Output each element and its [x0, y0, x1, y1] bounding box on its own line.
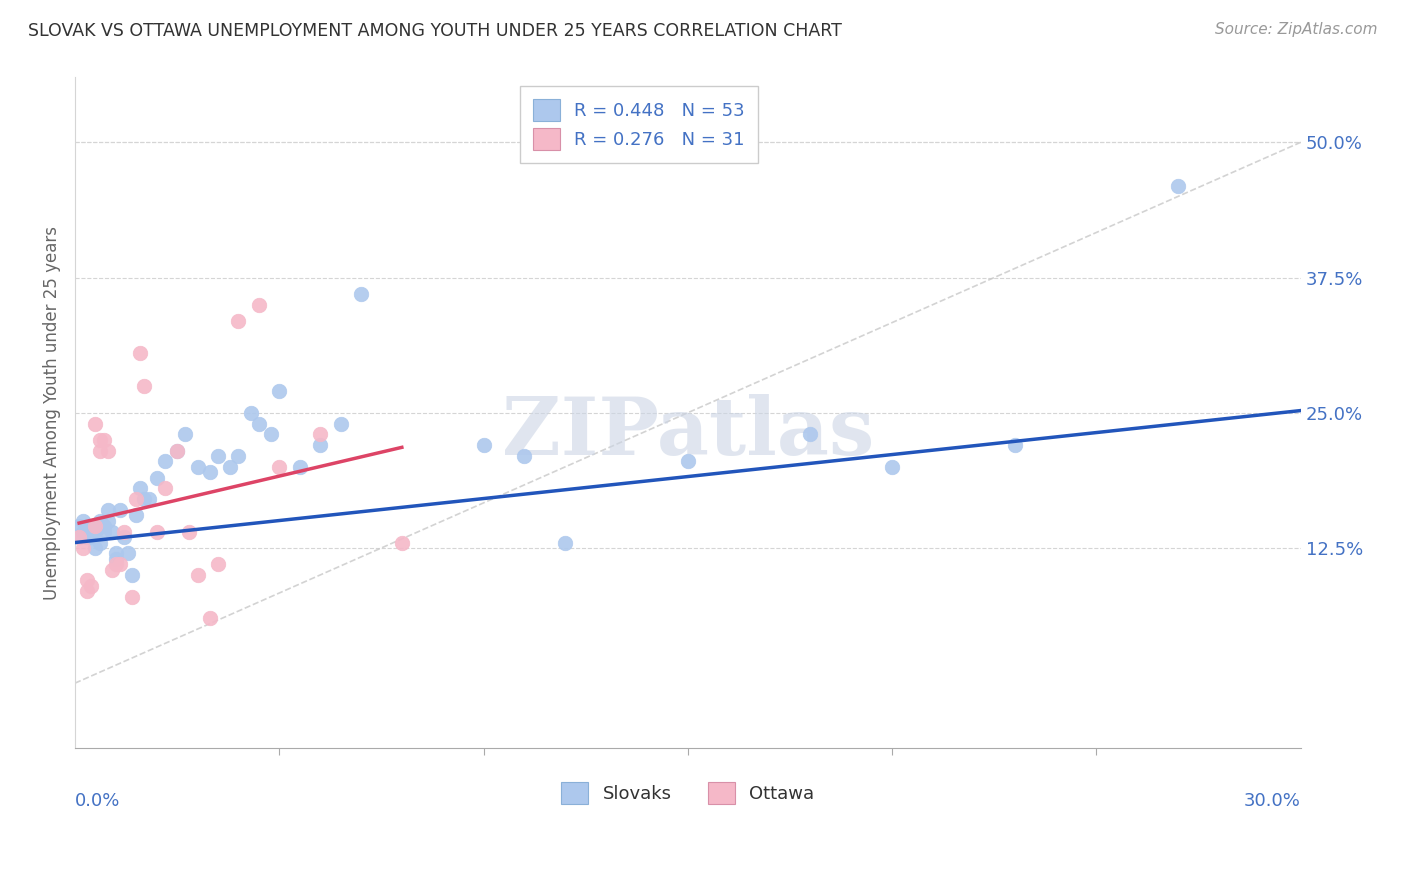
- Point: [472, 438, 495, 452]
- Point: [134, 378, 156, 392]
- Point: [799, 427, 821, 442]
- Point: [93, 524, 115, 539]
- Point: [309, 427, 332, 442]
- Point: [76, 530, 98, 544]
- Point: [1004, 438, 1026, 452]
- Text: 30.0%: 30.0%: [1244, 791, 1301, 810]
- Point: [513, 449, 536, 463]
- Point: [67, 530, 90, 544]
- Point: [89, 535, 111, 549]
- Point: [84, 524, 107, 539]
- Point: [108, 557, 131, 571]
- Point: [309, 438, 332, 452]
- Text: Source: ZipAtlas.com: Source: ZipAtlas.com: [1215, 22, 1378, 37]
- Point: [350, 286, 373, 301]
- Point: [93, 519, 115, 533]
- Point: [134, 492, 156, 507]
- Point: [174, 427, 197, 442]
- Point: [72, 524, 94, 539]
- Point: [269, 459, 291, 474]
- Text: ZIPatlas: ZIPatlas: [502, 394, 875, 472]
- Point: [125, 492, 148, 507]
- Point: [260, 427, 283, 442]
- Point: [84, 519, 107, 533]
- Point: [104, 546, 127, 560]
- Point: [880, 459, 903, 474]
- Point: [89, 514, 111, 528]
- Point: [93, 433, 115, 447]
- Point: [228, 314, 250, 328]
- Point: [676, 454, 699, 468]
- Point: [112, 530, 135, 544]
- Text: SLOVAK VS OTTAWA UNEMPLOYMENT AMONG YOUTH UNDER 25 YEARS CORRELATION CHART: SLOVAK VS OTTAWA UNEMPLOYMENT AMONG YOUT…: [28, 22, 842, 40]
- Y-axis label: Unemployment Among Youth under 25 years: Unemployment Among Youth under 25 years: [44, 226, 60, 599]
- Point: [288, 459, 311, 474]
- Point: [76, 519, 98, 533]
- Point: [198, 611, 221, 625]
- Point: [198, 465, 221, 479]
- Point: [67, 519, 90, 533]
- Point: [247, 417, 270, 431]
- Point: [80, 579, 103, 593]
- Point: [554, 535, 576, 549]
- Point: [1167, 178, 1189, 193]
- Point: [187, 459, 209, 474]
- Point: [207, 557, 229, 571]
- Point: [112, 524, 135, 539]
- Point: [101, 524, 124, 539]
- Point: [187, 568, 209, 582]
- Point: [228, 449, 250, 463]
- Legend: Slovaks, Ottawa: Slovaks, Ottawa: [553, 772, 824, 813]
- Point: [166, 443, 188, 458]
- Point: [125, 508, 148, 523]
- Point: [153, 454, 176, 468]
- Point: [89, 443, 111, 458]
- Point: [145, 470, 167, 484]
- Point: [80, 524, 103, 539]
- Point: [72, 514, 94, 528]
- Point: [84, 541, 107, 555]
- Point: [101, 563, 124, 577]
- Point: [239, 406, 262, 420]
- Text: 0.0%: 0.0%: [75, 791, 121, 810]
- Point: [84, 417, 107, 431]
- Point: [72, 541, 94, 555]
- Point: [97, 514, 120, 528]
- Point: [129, 346, 152, 360]
- Point: [121, 568, 143, 582]
- Point: [219, 459, 242, 474]
- Point: [97, 443, 120, 458]
- Point: [129, 482, 152, 496]
- Point: [247, 297, 270, 311]
- Point: [67, 530, 90, 544]
- Point: [269, 384, 291, 398]
- Point: [138, 492, 160, 507]
- Point: [76, 574, 98, 588]
- Point: [166, 443, 188, 458]
- Point: [391, 535, 413, 549]
- Point: [89, 433, 111, 447]
- Point: [207, 449, 229, 463]
- Point: [76, 584, 98, 599]
- Point: [97, 503, 120, 517]
- Point: [108, 503, 131, 517]
- Point: [145, 524, 167, 539]
- Point: [104, 557, 127, 571]
- Point: [153, 482, 176, 496]
- Point: [80, 530, 103, 544]
- Point: [121, 590, 143, 604]
- Point: [117, 546, 139, 560]
- Point: [329, 417, 352, 431]
- Point: [84, 519, 107, 533]
- Point: [104, 551, 127, 566]
- Point: [179, 524, 201, 539]
